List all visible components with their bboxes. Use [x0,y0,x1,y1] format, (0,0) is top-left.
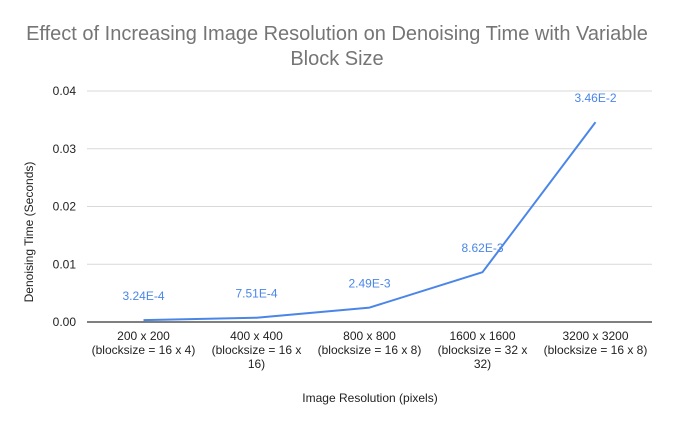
data-label: 3.46E-2 [574,91,616,105]
data-label: 2.49E-3 [348,277,390,291]
x-tick-label: 1600 x 1600(blocksize = 32 x32) [438,329,528,371]
data-labels: 3.24E-4 7.51E-4 2.49E-3 8.62E-3 3.46E-2 [122,91,616,303]
y-axis-label: Denoising Time (Seconds) [22,162,36,303]
x-tick-label-line: 3200 x 3200 [562,329,628,343]
x-tick-label-line: (blocksize = 16 x 8) [544,343,648,357]
data-label: 8.62E-3 [461,241,503,255]
x-tick-label: 800 x 800(blocksize = 16 x 8) [318,329,422,357]
series [143,121,597,322]
x-tick-label-line: (blocksize = 16 x 4) [92,343,196,357]
x-tick-label-line: 400 x 400 [230,329,283,343]
y-tick-label: 0.03 [53,142,77,156]
data-label: 3.24E-4 [122,289,164,303]
x-tick-label-line: 16) [248,357,265,371]
data-label: 7.51E-4 [235,287,277,301]
x-tick-label: 3200 x 3200(blocksize = 16 x 8) [544,329,648,357]
series-line [143,121,597,322]
x-tick-label-line: 200 x 200 [117,329,170,343]
x-tick-label: 200 x 200(blocksize = 16 x 4) [92,329,196,357]
x-tick-label: 400 x 400(blocksize = 16 x16) [212,329,302,371]
x-tick-label-line: 1600 x 1600 [449,329,515,343]
x-tick-label-line: 32) [474,357,491,371]
x-tick-label-line: 800 x 800 [343,329,396,343]
x-tick-label-line: (blocksize = 16 x 8) [318,343,422,357]
y-tick-label: 0.00 [53,315,77,329]
x-axis-label: Image Resolution (pixels) [302,391,437,405]
gridlines [87,90,652,323]
x-tick-labels: 200 x 200(blocksize = 16 x 4)400 x 400(b… [92,329,648,371]
y-tick-label: 0.02 [53,200,77,214]
x-tick-label-line: (blocksize = 16 x [212,343,302,357]
chart-title-line-2: Block Size [290,48,383,70]
y-tick-label: 0.01 [53,257,77,271]
y-tick-label: 0.04 [53,84,77,98]
chart-title: Effect of Increasing Image Resolution on… [26,23,648,70]
y-tick-labels: 0.00 0.01 0.02 0.03 0.04 [53,84,77,329]
chart-title-line-1: Effect of Increasing Image Resolution on… [26,23,648,45]
x-tick-label-line: (blocksize = 32 x [438,343,528,357]
